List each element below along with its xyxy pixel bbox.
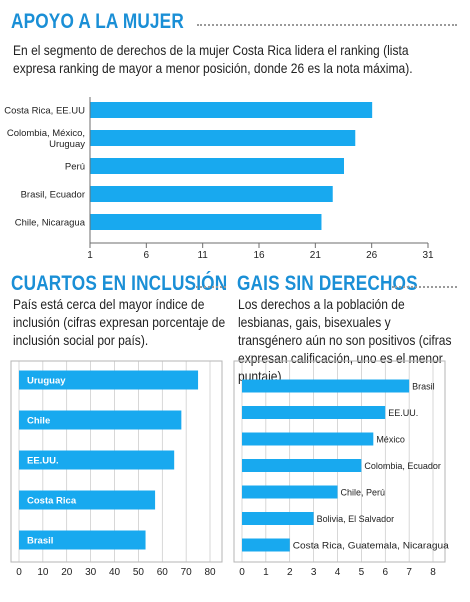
x-tick-label: 16	[253, 250, 265, 261]
panel2-description: País está cerca del mayor índice de incl…	[13, 296, 226, 348]
x-tick-label: 70	[181, 567, 193, 578]
chart-lgbt-rights: 0 1 2 3 4 5 6 7 8 Brasil EE.UU. México Colombia, Ecu…	[233, 360, 449, 578]
bar	[19, 410, 182, 430]
bar-label: México	[376, 435, 405, 445]
bar	[90, 102, 373, 118]
x-tick-label: 60	[157, 567, 169, 578]
x-tick-label: 30	[85, 567, 97, 578]
x-tick-label: 26	[366, 250, 378, 261]
x-tick-label: 11	[197, 250, 208, 261]
x-tick-label: 0	[239, 567, 245, 578]
x-tick-label: 31	[422, 250, 434, 261]
panel1-title-rule	[197, 24, 457, 26]
chart-inclusion: 0 10 20 30 40 50 60 70 80 Uruguay Chile EE.UU. Costa…	[10, 360, 223, 578]
category-label: Chile, Nicaragua	[15, 218, 86, 229]
bar-label: Brasil	[412, 382, 435, 392]
bar-label: Costa Rica, Guatemala, Nicaragua	[293, 541, 449, 551]
x-tick-label: 10	[37, 567, 49, 578]
category-label: Costa Rica, EE.UU	[4, 106, 85, 117]
bar	[90, 214, 322, 230]
x-tick-label: 80	[204, 567, 216, 578]
bar-label: Colombia, Ecuador	[364, 461, 441, 471]
panel2-title: CUARTOS EN INCLUSIÓN	[11, 272, 228, 295]
category-label: Uruguay	[49, 139, 85, 150]
bar	[242, 379, 410, 393]
bar	[90, 130, 356, 146]
bar	[19, 490, 156, 510]
bar-label: EE.UU.	[388, 408, 418, 418]
x-tick-label: 1	[87, 250, 93, 261]
bar-label: Chile	[27, 416, 50, 427]
x-tick-label: 6	[144, 250, 150, 261]
bar	[19, 370, 199, 390]
x-tick-label: 5	[359, 567, 365, 578]
bar	[90, 158, 344, 174]
x-tick-label: 6	[382, 567, 388, 578]
x-tick-label: 40	[109, 567, 121, 578]
bar	[242, 432, 374, 446]
x-tick-label: 8	[430, 567, 436, 578]
bar	[242, 485, 338, 499]
x-tick-label: 50	[133, 567, 145, 578]
chart-women-support: Costa Rica, EE.UU Colombia, México,Urugua…	[4, 97, 434, 261]
bar	[90, 186, 333, 202]
category-label: Colombia, México,	[7, 128, 85, 139]
category-label: Brasil, Ecuador	[21, 190, 85, 201]
bar	[242, 538, 290, 552]
bar	[242, 512, 314, 525]
bar	[242, 406, 386, 419]
category-label: Perú	[65, 162, 85, 173]
bar-label: EE.UU.	[27, 456, 59, 467]
bar	[19, 530, 146, 550]
panel2-title-rule	[196, 286, 226, 288]
bar-label: Costa Rica	[27, 496, 77, 507]
x-tick-label: 3	[311, 567, 317, 578]
x-tick-label: 0	[16, 567, 22, 578]
x-tick-label: 20	[61, 567, 73, 578]
bar-label: Chile, Perú	[341, 488, 386, 498]
panel3-title: GAIS SIN DERECHOS	[237, 272, 418, 295]
bar	[242, 459, 362, 472]
x-tick-label: 4	[335, 567, 341, 578]
panel3-description: Los derechos a la población de lesbianas…	[238, 296, 452, 384]
bar-label: Bolivia, El Salvador	[317, 514, 395, 524]
bar	[19, 450, 175, 470]
x-tick-label: 21	[310, 250, 322, 261]
bar-label: Uruguay	[27, 376, 66, 387]
x-tick-label: 2	[287, 567, 293, 578]
chart-frame	[233, 360, 446, 563]
chart-frame	[10, 360, 223, 563]
panel3-title-rule	[392, 286, 457, 288]
panel1-title: APOYO A LA MUJER	[11, 10, 184, 33]
panel1-description: En el segmento de derechos de la mujer C…	[13, 42, 413, 76]
x-tick-label: 1	[263, 567, 269, 578]
bar-label: Brasil	[27, 536, 53, 547]
x-tick-label: 7	[406, 567, 412, 578]
